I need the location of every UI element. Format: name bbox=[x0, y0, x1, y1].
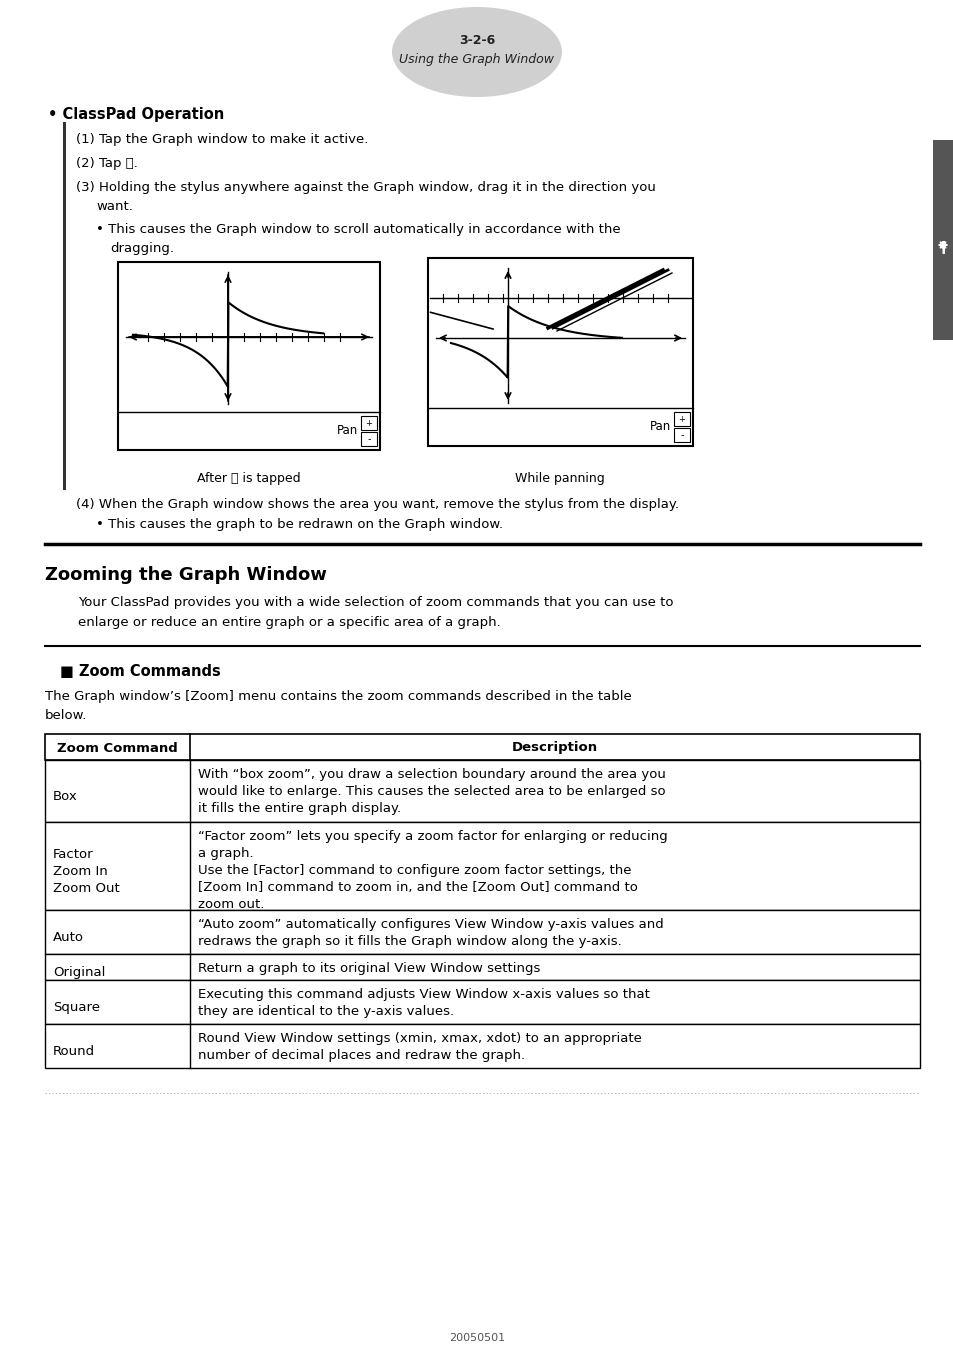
Text: Round View Window settings (xmin, xmax, xdot) to an appropriate: Round View Window settings (xmin, xmax, … bbox=[198, 1032, 641, 1045]
Text: “Factor zoom” lets you specify a zoom factor for enlarging or reducing: “Factor zoom” lets you specify a zoom fa… bbox=[198, 830, 667, 844]
Text: While panning: While panning bbox=[515, 472, 604, 485]
Bar bbox=[45, 822, 919, 910]
Text: [Zoom In] command to zoom in, and the [Zoom Out] command to: [Zoom In] command to zoom in, and the [Z… bbox=[198, 882, 638, 894]
Text: After ⒗ is tapped: After ⒗ is tapped bbox=[197, 472, 300, 485]
Text: The Graph window’s [Zoom] menu contains the zoom commands described in the table: The Graph window’s [Zoom] menu contains … bbox=[45, 690, 631, 703]
Text: Description: Description bbox=[512, 741, 598, 754]
Text: Round: Round bbox=[53, 1045, 95, 1059]
Text: -: - bbox=[679, 430, 683, 439]
Text: +: + bbox=[365, 419, 372, 427]
Text: Pan: Pan bbox=[336, 425, 357, 438]
Text: 20050501: 20050501 bbox=[449, 1333, 504, 1343]
Bar bbox=[673, 412, 689, 426]
Text: redraws the graph so it fills the Graph window along the y-axis.: redraws the graph so it fills the Graph … bbox=[198, 936, 621, 948]
Text: • ClassPad Operation: • ClassPad Operation bbox=[48, 107, 224, 122]
Bar bbox=[932, 141, 953, 339]
Text: (4) When the Graph window shows the area you want, remove the stylus from the di: (4) When the Graph window shows the area… bbox=[76, 498, 679, 511]
Text: want.: want. bbox=[96, 200, 132, 214]
Text: ■ Zoom Commands: ■ Zoom Commands bbox=[60, 664, 220, 679]
Text: Zoom Command: Zoom Command bbox=[56, 741, 177, 754]
Text: (1) Tap the Graph window to make it active.: (1) Tap the Graph window to make it acti… bbox=[76, 132, 368, 146]
Bar bbox=[118, 262, 379, 450]
Text: • This causes the graph to be redrawn on the Graph window.: • This causes the graph to be redrawn on… bbox=[96, 518, 502, 531]
Text: they are identical to the y-axis values.: they are identical to the y-axis values. bbox=[198, 1005, 454, 1018]
Text: -: - bbox=[367, 434, 371, 443]
Text: Auto: Auto bbox=[53, 932, 84, 944]
Bar bbox=[428, 258, 692, 446]
Ellipse shape bbox=[392, 7, 561, 97]
Bar bbox=[45, 760, 919, 822]
Text: (3) Holding the stylus anywhere against the Graph window, drag it in the directi: (3) Holding the stylus anywhere against … bbox=[76, 181, 656, 193]
Bar bbox=[63, 122, 66, 489]
Bar bbox=[360, 433, 376, 446]
Text: Original: Original bbox=[53, 965, 105, 979]
Text: Pan: Pan bbox=[649, 420, 670, 434]
Text: †: † bbox=[938, 241, 945, 256]
Text: 3-2-6: 3-2-6 bbox=[458, 34, 495, 46]
Text: (2) Tap ⒗.: (2) Tap ⒗. bbox=[76, 157, 138, 170]
Text: Return a graph to its original View Window settings: Return a graph to its original View Wind… bbox=[198, 963, 539, 975]
Text: below.: below. bbox=[45, 708, 88, 722]
Text: dragging.: dragging. bbox=[110, 242, 173, 256]
Text: number of decimal places and redraw the graph.: number of decimal places and redraw the … bbox=[198, 1049, 524, 1063]
Text: Factor: Factor bbox=[53, 848, 93, 861]
Text: enlarge or reduce an entire graph or a specific area of a graph.: enlarge or reduce an entire graph or a s… bbox=[78, 617, 500, 629]
Text: it fills the entire graph display.: it fills the entire graph display. bbox=[198, 802, 400, 815]
Text: • This causes the Graph window to scroll automatically in accordance with the: • This causes the Graph window to scroll… bbox=[96, 223, 620, 237]
Text: With “box zoom”, you draw a selection boundary around the area you: With “box zoom”, you draw a selection bo… bbox=[198, 768, 665, 781]
Bar bbox=[45, 910, 919, 955]
Text: Zooming the Graph Window: Zooming the Graph Window bbox=[45, 566, 327, 584]
Text: would like to enlarge. This causes the selected area to be enlarged so: would like to enlarge. This causes the s… bbox=[198, 786, 665, 798]
Bar bbox=[673, 429, 689, 442]
Text: Zoom In: Zoom In bbox=[53, 865, 108, 877]
Bar bbox=[45, 1023, 919, 1068]
Text: zoom out.: zoom out. bbox=[198, 898, 264, 911]
Text: Zoom Out: Zoom Out bbox=[53, 882, 120, 895]
Text: Using the Graph Window: Using the Graph Window bbox=[399, 54, 554, 66]
Bar bbox=[360, 416, 376, 430]
Text: “Auto zoom” automatically configures View Window y-axis values and: “Auto zoom” automatically configures Vie… bbox=[198, 918, 663, 932]
Text: Box: Box bbox=[53, 790, 77, 803]
Bar bbox=[45, 980, 919, 1023]
Text: Your ClassPad provides you with a wide selection of zoom commands that you can u: Your ClassPad provides you with a wide s… bbox=[78, 596, 673, 608]
Text: Executing this command adjusts View Window x-axis values so that: Executing this command adjusts View Wind… bbox=[198, 988, 649, 1000]
Bar bbox=[45, 734, 919, 760]
Text: Square: Square bbox=[53, 1000, 100, 1014]
Text: +: + bbox=[678, 415, 684, 423]
Text: a graph.: a graph. bbox=[198, 846, 253, 860]
Bar bbox=[45, 955, 919, 980]
Text: Use the [Factor] command to configure zoom factor settings, the: Use the [Factor] command to configure zo… bbox=[198, 864, 631, 877]
